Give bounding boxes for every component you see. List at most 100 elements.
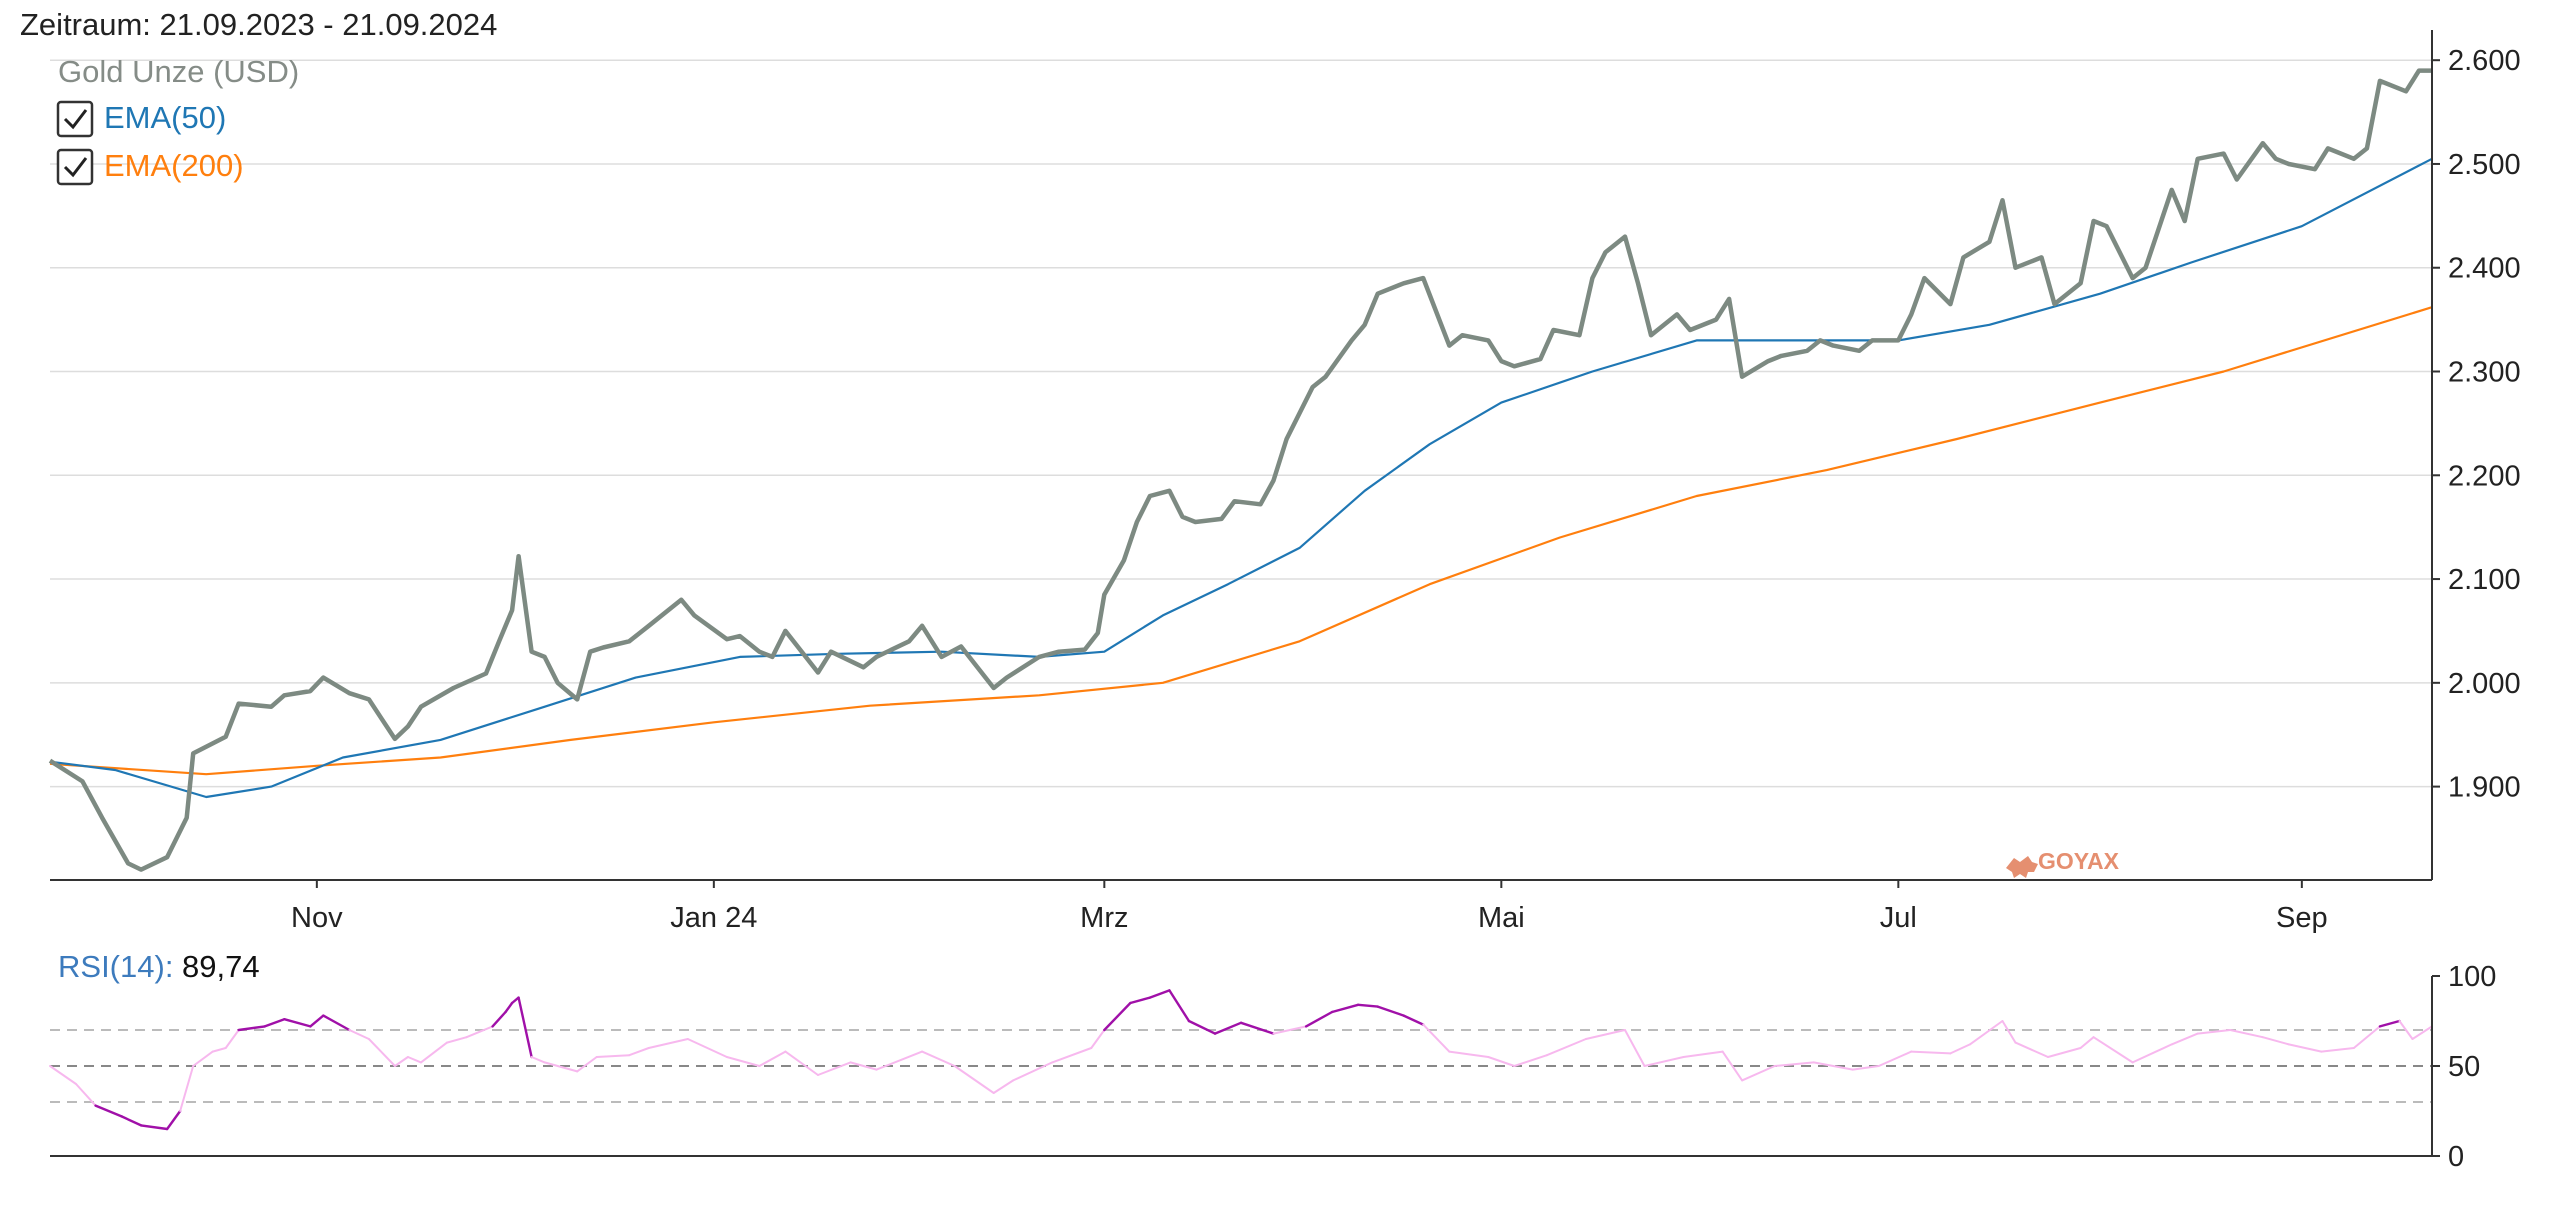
rsi-segment [237,1025,266,1032]
rsi-colon: : [165,949,182,984]
ema200-checkbox[interactable] [56,148,94,186]
rsi-segment [1148,989,1171,999]
price-gridlines [50,59,2432,788]
rsi-segment [165,1109,182,1131]
rsi-segment [1090,1029,1106,1049]
rsi-segment [2170,1032,2199,1046]
rsi-segment [419,1041,448,1064]
period-label: Zeitraum: 21.09.2023 - 21.09.2024 [20,7,497,42]
rsi-segment [465,1025,494,1039]
rsi-segment [725,1056,761,1067]
rsi-segment [1187,1019,1217,1035]
rsi-segment [1304,1010,1334,1028]
date-x-ticks: Nov Jan 24 Mrz Mai Jul Sep [291,880,2328,934]
rsi-segment [2001,1020,2017,1044]
rsi-segment [1129,996,1152,1005]
rsi-segment [1356,1003,1379,1008]
rsi-segment [510,996,520,1005]
rsi-tick-label: 100 [2448,961,2496,993]
rsi-segment [224,1029,240,1049]
rsi-segment [1239,1021,1275,1035]
rsi-segment [504,1001,514,1014]
y-tick-label: 2.600 [2448,45,2521,77]
rsi-segment [2092,1036,2134,1064]
rsi-segment [211,1047,227,1053]
price-series [48,68,2432,872]
rsi-segment [1721,1050,1744,1082]
rsi-segment [517,996,533,1059]
rsi-segment [1376,1005,1405,1017]
x-tick-label: Mrz [1080,902,1128,934]
x-tick-label: Mai [1478,902,1525,934]
rsi-segment [406,1056,422,1064]
rsi-segment [179,1065,195,1112]
x-tick-label: Jul [1880,902,1917,934]
rsi-segment [1513,1054,1548,1067]
rsi-segment [1949,1043,1971,1055]
rsi-segment [1330,1003,1360,1014]
checkmark-icon [63,109,88,130]
rsi-segment [75,1083,97,1107]
legend-item-ema50[interactable]: EMA(50) [56,100,226,138]
rsi-segment [1272,1025,1308,1035]
ema50-checkbox[interactable] [56,100,94,138]
rsi-segment [595,1054,631,1058]
rsi-segment [1103,1001,1132,1032]
rsi-segment [1545,1038,1587,1057]
x-tick-label: Nov [291,902,343,934]
rsi-segment [784,1050,819,1076]
rsi-segment [446,1036,468,1044]
rsi-segment [953,1065,995,1094]
rsi-segment [1422,1023,1451,1053]
rsi-segment [139,1124,169,1131]
rsi-reference-lines [50,1029,2432,1103]
rsi-segment [309,1014,325,1028]
rsi-segment [348,1029,370,1040]
rsi-name: RSI(14) [58,949,165,984]
rsi-segment [1168,989,1191,1023]
rsi-segment [2047,1047,2082,1058]
rsi-segment [2229,1029,2264,1039]
rsi-segment [1487,1056,1516,1067]
rsi-segment [192,1050,214,1067]
rsi-segment [530,1056,546,1064]
rsi-segment [367,1038,396,1067]
legend-item-ema200[interactable]: EMA(200) [56,148,244,186]
ema50-label[interactable]: EMA(50) [104,100,226,135]
y-tick-label: 2.500 [2448,149,2521,181]
y-tick-label: 2.000 [2448,668,2521,700]
rsi-segment [2014,1041,2050,1058]
rsi-segment [120,1115,143,1127]
price-axes [50,30,2433,881]
rsi-segment [2352,1025,2381,1049]
rsi-segment [1643,1056,1685,1067]
x-tick-label: Jan 24 [670,902,757,934]
rsi-segment [1812,1061,1854,1071]
rsi-segment [992,1079,1015,1094]
y-tick-label: 2.300 [2448,357,2521,389]
rsi-segment [2378,1019,2401,1028]
rsi-series [49,989,2433,1131]
price-y-ticks: 1.900 2.000 2.100 2.200 2.300 2.400 2.500 2.600 [2432,45,2521,804]
rsi-segment [1877,1050,1913,1067]
checkmark-icon [63,157,88,178]
ema200-label[interactable]: EMA(200) [104,148,244,183]
y-tick-label: 2.400 [2448,253,2521,285]
rsi-segment [2320,1047,2355,1053]
rsi-segment [1012,1061,1054,1082]
rsi-segment [2398,1020,2414,1040]
price-line [48,68,2432,872]
rsi-segment [1968,1020,2004,1046]
rsi-segment [2261,1036,2290,1046]
rsi-segment [2131,1043,2173,1064]
rsi-segment [393,1056,409,1067]
ema200-series [49,306,2433,776]
rsi-segment [647,1038,689,1049]
rsi-segment [921,1050,956,1067]
rsi-segment [686,1038,728,1058]
rsi-segment [2196,1029,2232,1035]
rsi-segment [543,1061,579,1073]
bull-logo-icon [2006,856,2038,878]
rsi-segment [1623,1029,1646,1067]
